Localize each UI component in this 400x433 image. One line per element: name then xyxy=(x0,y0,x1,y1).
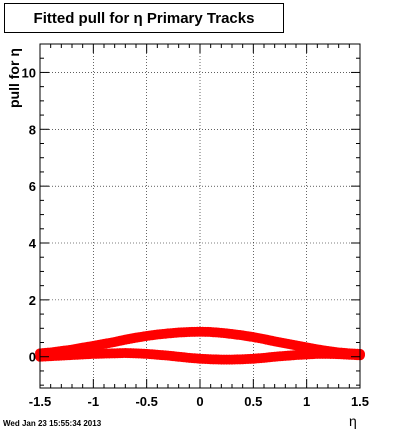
y-tick-label: 8 xyxy=(29,122,36,137)
y-tick-label: 4 xyxy=(29,236,37,251)
y-tick-label: 10 xyxy=(22,65,36,80)
y-tick-label: 0 xyxy=(29,350,36,365)
y-tick-label: 6 xyxy=(29,179,36,194)
x-tick-label: 0 xyxy=(196,394,203,409)
chart-title-text: Fitted pull for η Primary Tracks xyxy=(33,9,255,27)
grid-lines xyxy=(40,44,360,388)
x-tick-label: -0.5 xyxy=(135,394,157,409)
x-tick-label: 0.5 xyxy=(244,394,262,409)
tick-labels: -1.5 -1 -0.5 0 0.5 1 1.5 0 2 4 6 8 10 xyxy=(22,65,370,409)
y-axis-label: pull for η xyxy=(6,48,22,108)
axis-ticks xyxy=(39,43,361,388)
data-points xyxy=(35,326,365,365)
x-axis-label: η xyxy=(349,413,357,429)
chart-title: Fitted pull for η Primary Tracks xyxy=(4,3,284,33)
x-tick-label: 1.5 xyxy=(351,394,369,409)
x-tick-label: -1.5 xyxy=(29,394,51,409)
timestamp: Wed Jan 23 15:55:34 2013 xyxy=(3,419,102,428)
x-tick-label: -1 xyxy=(88,394,100,409)
x-tick-label: 1 xyxy=(303,394,310,409)
y-tick-label: 2 xyxy=(29,293,36,308)
